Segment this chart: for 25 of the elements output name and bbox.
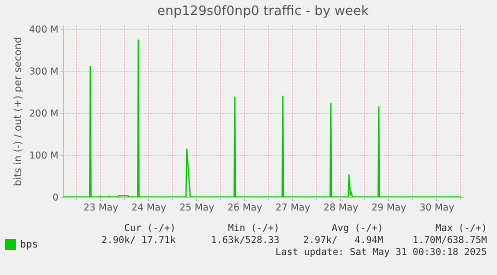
text: Max (-/+) [434, 223, 487, 235]
chart-title: enp129s0f0np0 traffic - by week [157, 4, 370, 20]
text: Cur (-/+) [123, 223, 176, 235]
text: Last update: Sat May 31 00:30:18 2025 [274, 247, 487, 259]
text: 2.90k/ 17.71k [100, 235, 176, 247]
x-tick-label: 29 May [371, 202, 407, 214]
y-tick-label: 400 M [29, 24, 58, 36]
y-axis-title: bits in (-) / out (+) per second [13, 36, 24, 186]
text: 1.63k/528.33 [210, 235, 280, 247]
y-tick-label: 100 M [29, 150, 58, 162]
x-tick-label: 23 May [83, 202, 119, 214]
legend-label: bps [20, 240, 38, 250]
text: 1.70M/638.75M [412, 235, 487, 247]
text: 2.97k/ 4.94M [302, 235, 384, 247]
y-tick-label: 300 M [29, 66, 58, 78]
x-tick-label: 25 May [179, 202, 215, 214]
text: Min (-/+) [227, 223, 280, 235]
y-tick-label: 200 M [29, 108, 58, 120]
x-tick-label: 30 May [419, 202, 455, 214]
x-tick-label: 27 May [275, 202, 311, 214]
x-tick-label: 28 May [323, 202, 359, 214]
x-tick-label: 24 May [131, 202, 167, 214]
text: Avg (-/+) [330, 223, 384, 235]
y-tick-label: 0 [52, 192, 58, 204]
x-tick-label: 26 May [227, 202, 263, 214]
